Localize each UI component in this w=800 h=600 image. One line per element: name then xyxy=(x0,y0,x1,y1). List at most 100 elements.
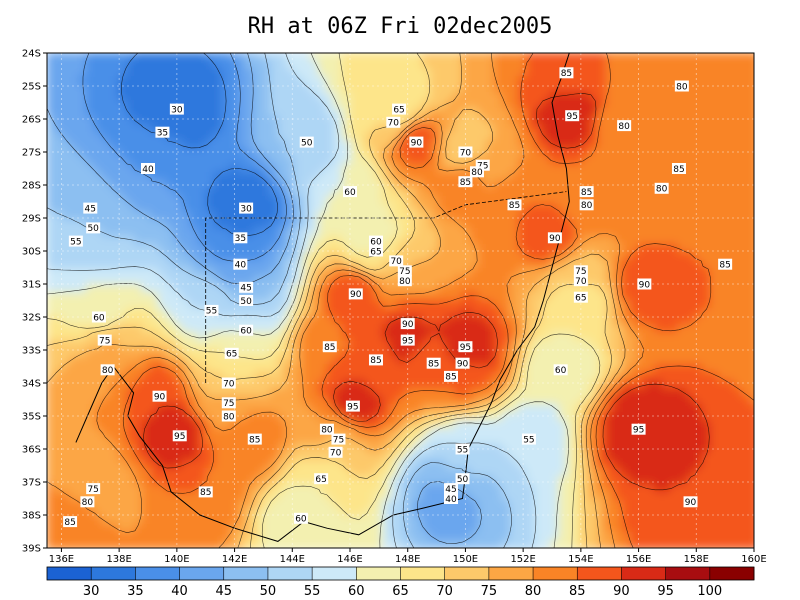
field-cell xyxy=(710,116,720,126)
field-cell xyxy=(366,332,376,342)
field-cell xyxy=(638,60,648,70)
field-cell xyxy=(726,412,736,422)
field-cell xyxy=(70,372,80,382)
field-cell xyxy=(630,332,640,342)
field-cell xyxy=(494,148,504,158)
field-cell xyxy=(270,140,280,150)
field-cell xyxy=(86,268,96,278)
field-cell xyxy=(126,92,136,102)
field-cell xyxy=(470,188,480,198)
field-cell xyxy=(142,252,152,262)
field-cell xyxy=(334,53,344,62)
field-cell xyxy=(470,276,480,286)
field-cell xyxy=(438,348,448,358)
field-cell xyxy=(190,252,200,262)
field-cell xyxy=(398,492,408,502)
field-cell xyxy=(302,204,312,214)
field-cell xyxy=(62,284,72,294)
field-cell xyxy=(278,116,288,126)
field-cell xyxy=(238,340,248,350)
field-cell xyxy=(518,332,528,342)
field-cell xyxy=(486,452,496,462)
field-cell xyxy=(230,84,240,94)
field-cell xyxy=(734,476,744,486)
field-cell xyxy=(694,372,704,382)
field-cell xyxy=(702,476,712,486)
field-cell xyxy=(526,396,536,406)
field-cell xyxy=(302,53,312,62)
field-cell xyxy=(214,396,224,406)
field-cell xyxy=(86,68,96,78)
field-cell xyxy=(286,100,296,110)
field-cell xyxy=(110,164,120,174)
field-cell xyxy=(734,412,744,422)
field-cell xyxy=(406,484,416,494)
field-cell xyxy=(414,396,424,406)
field-cell xyxy=(198,308,208,318)
field-cell xyxy=(54,356,64,366)
field-cell xyxy=(246,260,256,270)
field-cell xyxy=(694,380,704,390)
field-cell xyxy=(86,180,96,190)
field-cell xyxy=(686,212,696,222)
field-cell xyxy=(662,300,672,310)
field-cell xyxy=(542,92,552,102)
field-cell xyxy=(550,204,560,214)
field-cell xyxy=(174,53,184,62)
field-cell xyxy=(94,268,104,278)
field-cell xyxy=(510,100,520,110)
field-cell xyxy=(246,212,256,222)
field-cell xyxy=(462,212,472,222)
field-cell xyxy=(534,204,544,214)
field-cell xyxy=(142,348,152,358)
field-cell xyxy=(382,348,392,358)
field-cell xyxy=(502,188,512,198)
field-cell xyxy=(230,196,240,206)
field-cell xyxy=(414,380,424,390)
field-cell xyxy=(70,396,80,406)
field-cell xyxy=(190,300,200,310)
field-cell xyxy=(366,212,376,222)
field-cell xyxy=(270,188,280,198)
field-cell xyxy=(502,140,512,150)
field-cell xyxy=(166,156,176,166)
field-cell xyxy=(646,308,656,318)
field-cell xyxy=(502,428,512,438)
field-cell xyxy=(86,324,96,334)
field-cell xyxy=(694,164,704,174)
field-cell xyxy=(510,188,520,198)
field-cell xyxy=(526,404,536,414)
field-cell xyxy=(702,53,712,62)
field-cell xyxy=(638,244,648,254)
field-cell xyxy=(390,308,400,318)
field-cell xyxy=(606,220,616,230)
field-cell xyxy=(118,92,128,102)
field-cell xyxy=(318,244,328,254)
field-cell xyxy=(390,140,400,150)
field-cell xyxy=(542,268,552,278)
field-cell xyxy=(438,412,448,422)
field-cell xyxy=(134,348,144,358)
field-cell xyxy=(686,468,696,478)
field-cell xyxy=(702,356,712,366)
field-cell xyxy=(382,284,392,294)
field-cell xyxy=(566,100,576,110)
field-cell xyxy=(574,492,584,502)
field-cell xyxy=(454,204,464,214)
field-cell xyxy=(726,380,736,390)
field-cell xyxy=(150,412,160,422)
field-cell xyxy=(726,372,736,382)
field-cell xyxy=(534,212,544,222)
field-cell xyxy=(206,468,216,478)
field-cell xyxy=(390,356,400,366)
field-cell xyxy=(230,444,240,454)
field-cell xyxy=(230,244,240,254)
field-cell xyxy=(198,276,208,286)
field-cell xyxy=(270,460,280,470)
field-cell xyxy=(166,284,176,294)
field-cell xyxy=(742,116,752,126)
field-cell xyxy=(710,476,720,486)
field-cell xyxy=(430,404,440,414)
field-cell xyxy=(526,124,536,134)
field-cell xyxy=(630,476,640,486)
